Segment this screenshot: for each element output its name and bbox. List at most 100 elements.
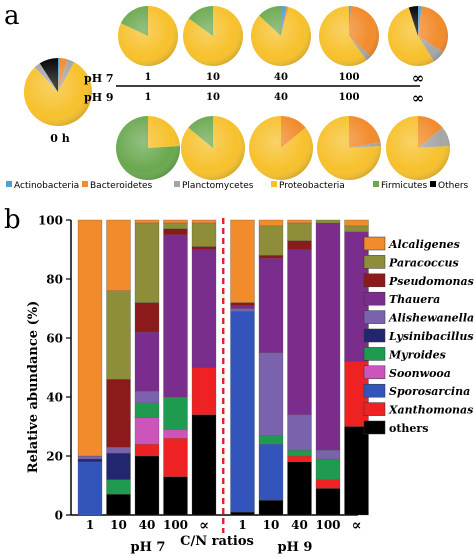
pie-ph9-10 [180,116,245,180]
pie-legend-label-bacteroidetes: Bacteroidetes [90,181,153,191]
pie-ph9-40 [249,115,314,181]
bar-ph7-1-alcaligenes [106,219,131,291]
pie-category-ph7-4: ∞ [412,69,425,87]
bar-ph7-0-lysinibacillus [77,458,103,463]
bar-ph9-1-alcaligenes [258,219,284,227]
bar-legend-swatch-alishewanella [363,310,386,324]
pie-ph7-10 [183,6,244,66]
bar-ph9-4-paracoccus [344,225,369,232]
bar-ph9-2-thauera [287,249,312,415]
bar-ph9-2-others [287,461,312,516]
bar-ph7-0-alcaligenes [77,219,103,457]
pie-legend-label-actinobacteria: Actinobacteria [14,181,79,191]
bar-ph9-0-alcaligenes [230,219,255,303]
x-axis-label: C/N ratios [180,534,254,549]
pie-category-ph7-1: 10 [206,72,220,83]
pie-initial-shading [24,58,92,126]
bar-ph7-3-paracoccus [163,222,188,229]
bar-ph9-4-alcaligenes [344,219,369,227]
bar-ph7-2-others [134,455,160,516]
pie-ph9-40-shading [249,116,313,180]
bar-legend-label-sporosarcina: Sporosarcina [389,385,470,398]
bar-ph7-1-myroides [106,479,131,495]
bar-ph9-3-alishewanella [315,449,341,460]
bar-legend-swatch-paracoccus [363,255,386,269]
bar-ph7-2-alcaligenes [134,219,160,224]
bar-ph7-4-pseudomonas [191,246,217,250]
bar-ph7-1-lysinibacillus [106,452,131,480]
bar-ph7-1-paracoccus [106,290,131,380]
bar-ph9-2-alcaligenes [287,219,312,224]
pie-ph9-10-shading [181,116,245,180]
bar-ph7-2-xanthomonas [134,444,160,457]
pie-legend-swatch-firmicutes [373,181,379,187]
x-tick-label-4: ∝ [199,516,209,534]
group-label-ph7: pH 7 [131,540,166,555]
bar-ph7-2-pseudomonas [134,302,160,333]
bar-ph9-0-others [230,511,255,516]
bar-legend-label-pseudomonas: Pseudomonas [388,275,474,288]
bar-ph9-1-others [258,500,284,516]
bar-legend-label-alishewanella: Alishewanella [388,312,474,325]
pie-ph7-100 [318,6,380,66]
pie-ph9-inf-shading [386,116,450,180]
pie-ph7-inf-shading [388,6,448,66]
bar-legend: Alcaligenes Paracoccus Pseudomonas Thauera A… [363,236,474,435]
y-tick-label-20: 20 [46,450,63,464]
bar-legend-swatch-pseudomonas [363,273,386,288]
row-label-ph9: pH 9 [84,91,114,104]
pie-initial [24,57,93,126]
bar-legend-swatch-alcaligenes [363,236,386,251]
bar-ph9-1-paracoccus [258,225,284,256]
pie-legend: Actinobacteria Bacteroidetes Planctomycete… [6,181,469,191]
pie-category-ph9-2: 40 [274,92,288,103]
bar-ph7-2-thauera [134,331,160,392]
pie-legend-swatch-bacteroidetes [82,181,88,187]
initial-pie-label: 0 h [50,132,69,145]
bar-legend-swatch-lysinibacillus [363,328,386,343]
pie-ph7-1-shading [118,6,178,66]
bar-ph9-2-pseudomonas [287,240,312,250]
x-tick-label-3: 100 [163,518,188,532]
pie-ph7-10-shading [183,6,243,66]
pie-ph9-1-shading [116,116,180,180]
y-tick-label-40: 40 [46,391,63,405]
pie-legend-label-proteobacteria: Proteobacteria [279,181,345,191]
panel-b-label: b [4,205,21,235]
pie-legend-label-others: Others [438,181,469,191]
y-tick-label-100: 100 [38,214,63,228]
bar-legend-label-alcaligenes: Alcaligenes [388,238,460,251]
stacked-bar-chart: 0 20 40 60 80 100 1 10 40 100 ∝ 1 10 40 100 ∝ [38,214,369,534]
bar-ph7-3-thauera [163,234,188,398]
pie-category-ph9-3: 100 [339,92,360,103]
bar-ph7-4-xanthomonas [191,367,217,415]
bar-legend-label-lysinibacillus: Lysinibacillus [388,330,474,343]
pie-category-ph7-2: 40 [274,72,288,83]
pie-ph7-100-shading [319,6,379,66]
bar-ph9-2-xanthomonas [287,455,312,463]
bar-legend-swatch-sporosarcina [363,383,386,398]
bar-legend-label-soonwooa: Soonwooa [389,367,451,380]
pie-legend-label-planctomycetes: Planctomycetes [182,181,254,191]
bar-ph9-1-alishewanella [258,352,284,436]
x-tick-label-5: 1 [238,518,246,532]
y-axis-label: Relative abundance (%) [26,301,41,473]
bar-ph7-3-xanthomonas [163,438,188,477]
bar-ph9-1-pseudomonas [258,255,284,259]
y-tick-label-80: 80 [46,273,63,287]
pie-category-ph9-4: ∞ [412,89,425,107]
bar-ph9-0-sporosarcina [230,311,255,513]
bar-ph7-1-alishewanella [106,446,131,454]
bar-legend-label-myroides: Myroides [388,348,446,361]
bar-legend-label-thauera: Thauera [389,293,440,306]
pie-category-ph7-0: 1 [145,72,152,83]
pie-legend-label-firmicutes: Firmicutes [381,181,428,191]
x-tick-label-8: 100 [315,518,340,532]
pie-ph9-inf [386,115,451,180]
x-tick-label-6: 10 [263,518,280,532]
row-label-ph7: pH 7 [84,72,114,85]
bar-ph9-0-thauera [230,305,255,309]
bar-legend-label-paracoccus: Paracoccus [388,256,459,269]
bar-ph9-3-myroides [315,458,341,480]
